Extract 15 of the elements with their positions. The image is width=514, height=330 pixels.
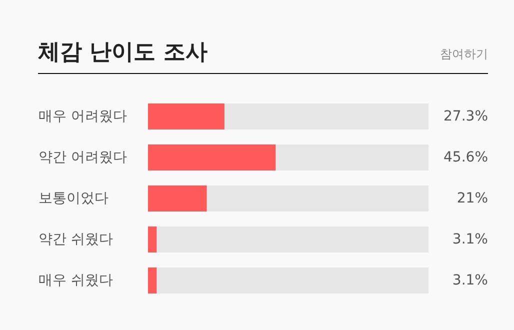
bar [148, 268, 157, 294]
data-label: 3.1% [452, 272, 488, 288]
bar [148, 226, 157, 252]
y-tick-label: 보통이었다 [38, 190, 108, 206]
y-tick-label: 약간 어려웠다 [38, 150, 127, 166]
bar [148, 186, 207, 212]
data-label: 3.1% [452, 232, 488, 248]
y-tick-label: 약간 쉬웠다 [38, 232, 113, 248]
y-tick-label: 매우 어려웠다 [38, 108, 127, 124]
text: 참여하기 [440, 46, 488, 63]
chart-title: 체감 난이도 조사 [38, 39, 208, 67]
data-label: 27.3% [444, 108, 488, 124]
data-label: 45.6% [444, 150, 488, 166]
y-tick-label: 매우 쉬웠다 [38, 272, 113, 288]
data-label: 21% [456, 190, 488, 206]
